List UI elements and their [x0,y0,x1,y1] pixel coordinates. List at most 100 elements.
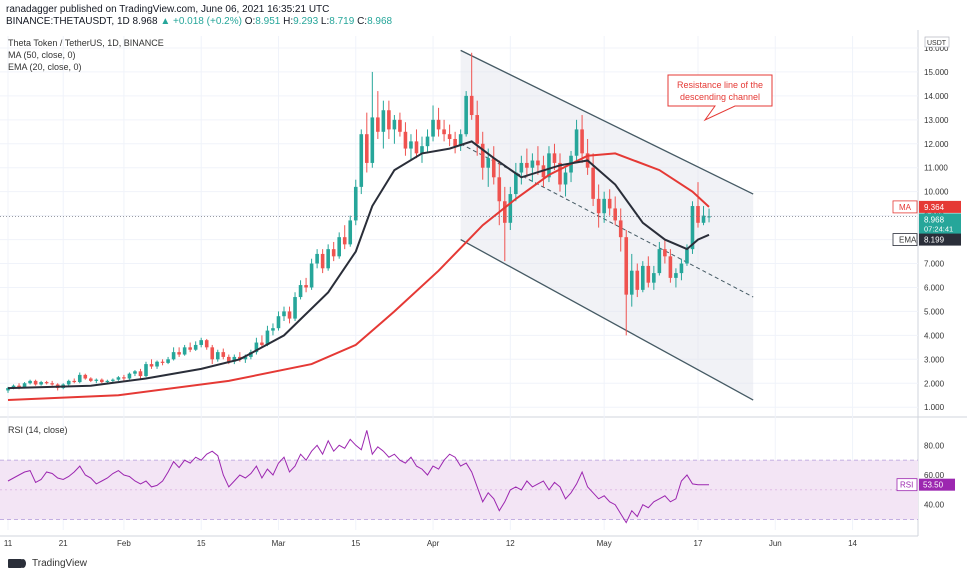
candle-body [701,215,706,223]
ma-tag-box [892,200,918,214]
moving-averages [0,140,918,401]
candle-body [442,129,446,135]
candle-body [122,377,126,379]
candle-body [155,361,159,367]
time-tick-label: Jun [769,539,782,548]
candle-body [508,194,513,223]
channel-upper-line [460,49,754,195]
ma-tag-label: MA [899,203,912,212]
candle-body [28,380,32,384]
candle-body [464,95,468,135]
time-tick-label: May [597,539,612,548]
candle-body [641,265,645,290]
candle-body [618,220,623,238]
low-label: L: [320,16,330,27]
price-value-box [919,213,961,235]
candle-body [414,141,419,154]
candle-body [89,378,93,381]
candle-body [480,143,485,168]
candle-body [94,379,99,381]
candle-body [221,352,226,357]
close-label: C: [357,16,368,27]
candle-body [646,265,651,283]
ema-tag-label: EMA [899,236,917,245]
rsi-tick-label: 60.00 [924,471,945,480]
candle-body [663,249,667,257]
candle-body [342,237,347,245]
candle-body [348,220,353,245]
candle-body [315,253,319,264]
candle-body [607,198,612,209]
publish-line: ranadagger published on TradingView.com,… [6,4,330,15]
candle-body [254,342,259,353]
candle-body [166,359,170,363]
footer-brand: TradingView [32,558,88,569]
candle-body [243,356,248,360]
price-tick-label: 13.000 [924,116,949,125]
candle-body [580,129,584,154]
candle-body [309,263,314,288]
candle-body [304,285,308,288]
ma-value-label: 9.364 [924,203,945,212]
price-value-label: 8.968 [924,215,945,224]
candle-body [6,388,10,391]
close-value: 8.968 [367,16,393,27]
price-tick-label: 7.000 [924,260,945,269]
ema20-line [7,140,710,390]
candle-body [331,249,336,257]
ema-value-box [919,233,961,246]
legend-ma: MA (50, close, 0) [8,50,76,60]
candle-body [387,110,391,130]
candle-body [204,340,209,348]
candle-body [519,162,524,173]
candle-body [83,374,88,379]
candle-body [635,270,640,290]
callout-box [667,74,773,122]
axes: 1.0002.0003.0004.0005.0006.0007.0008.000… [4,36,961,548]
candle-body [188,347,192,350]
candle-body [33,380,38,385]
currency-box [924,36,950,48]
candle-body [160,361,165,363]
time-tick-label: 15 [197,539,206,548]
candle-body [72,380,77,383]
candle-body [403,131,408,149]
candle-body [282,311,286,317]
candle-body [249,352,253,357]
price-tick-label: 6.000 [924,283,945,292]
rsi-tick-label: 80.00 [924,441,945,450]
high-label: H: [283,16,294,27]
price-tick-label: 11.000 [924,164,948,173]
candle-body [171,352,176,360]
candle-body [22,383,27,389]
price-tick-label: 5.000 [924,307,945,316]
channel-fill [460,50,754,401]
candle-body [381,110,386,132]
time-tick-label: Apr [427,539,440,548]
descending-channel [460,49,754,401]
candle-body [602,198,606,214]
symbol-header: BINANCE:THETAUSDT, 1D 8.968 ▲ +0.018 (+0… [6,16,392,28]
price-tick-label: 4.000 [924,331,945,340]
price-tick-label: 3.000 [924,355,945,364]
time-tick-label: 14 [848,539,857,548]
candle-body [679,263,684,274]
candle-body [105,380,110,383]
price-tick-label: 15.000 [924,68,949,77]
candle-body [690,206,695,250]
candle-body [596,198,601,214]
time-tick-label: 21 [59,539,68,548]
candle-body [365,134,369,163]
candle-body [66,380,71,385]
candle-body [624,237,629,295]
candle-body [320,253,325,269]
candle-body [503,201,507,223]
callout-text-line2: descending channel [680,92,760,102]
price-tick-label: 1.000 [924,403,945,412]
candle-body [353,186,358,221]
candle-body [431,119,435,137]
low-value: 8.719 [329,16,355,27]
candle-body [420,146,424,154]
rsi-tick-label: 40.00 [924,501,945,510]
